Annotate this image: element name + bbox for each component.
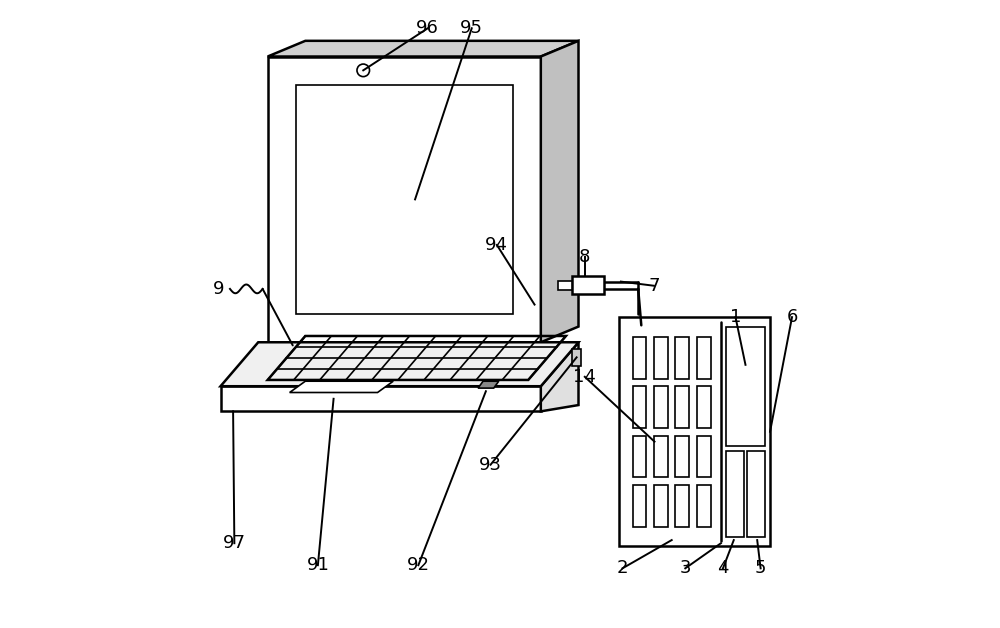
Text: 5: 5 xyxy=(755,560,766,577)
Text: 96: 96 xyxy=(416,19,439,37)
Bar xyxy=(633,386,646,428)
Bar xyxy=(654,436,668,477)
Bar xyxy=(726,327,765,446)
Bar xyxy=(697,485,711,527)
Bar xyxy=(633,436,646,477)
Bar xyxy=(747,451,765,537)
Polygon shape xyxy=(478,381,499,388)
Bar xyxy=(675,485,689,527)
Polygon shape xyxy=(268,57,541,342)
Bar xyxy=(572,276,604,294)
Bar xyxy=(633,337,646,379)
Polygon shape xyxy=(221,386,541,411)
Bar xyxy=(675,436,689,477)
Bar xyxy=(619,317,770,546)
Polygon shape xyxy=(268,41,578,57)
Text: 7: 7 xyxy=(648,277,660,295)
Bar xyxy=(654,386,668,428)
Text: 1: 1 xyxy=(730,308,741,326)
Bar xyxy=(697,436,711,477)
Bar xyxy=(296,85,513,314)
Circle shape xyxy=(357,64,370,77)
Bar xyxy=(558,281,572,290)
Text: 4: 4 xyxy=(717,560,729,577)
Polygon shape xyxy=(221,342,578,386)
Bar xyxy=(697,386,711,428)
Bar xyxy=(726,451,744,537)
Polygon shape xyxy=(290,381,393,392)
Text: 2: 2 xyxy=(617,560,628,577)
Text: 14: 14 xyxy=(573,368,596,386)
Polygon shape xyxy=(541,41,578,342)
Text: 92: 92 xyxy=(407,556,430,574)
Text: 9: 9 xyxy=(213,280,224,298)
Bar xyxy=(675,386,689,428)
Bar xyxy=(654,485,668,527)
Text: 3: 3 xyxy=(680,560,691,577)
Text: 93: 93 xyxy=(479,456,502,474)
Bar xyxy=(654,337,668,379)
Text: 94: 94 xyxy=(485,236,508,254)
Text: 97: 97 xyxy=(223,534,246,552)
Polygon shape xyxy=(541,342,578,411)
Text: 91: 91 xyxy=(306,556,329,574)
Text: 8: 8 xyxy=(579,249,590,266)
Bar xyxy=(633,485,646,527)
Bar xyxy=(675,337,689,379)
Bar xyxy=(572,349,581,366)
Text: 95: 95 xyxy=(460,19,483,37)
Bar xyxy=(697,337,711,379)
Text: 6: 6 xyxy=(786,308,798,326)
